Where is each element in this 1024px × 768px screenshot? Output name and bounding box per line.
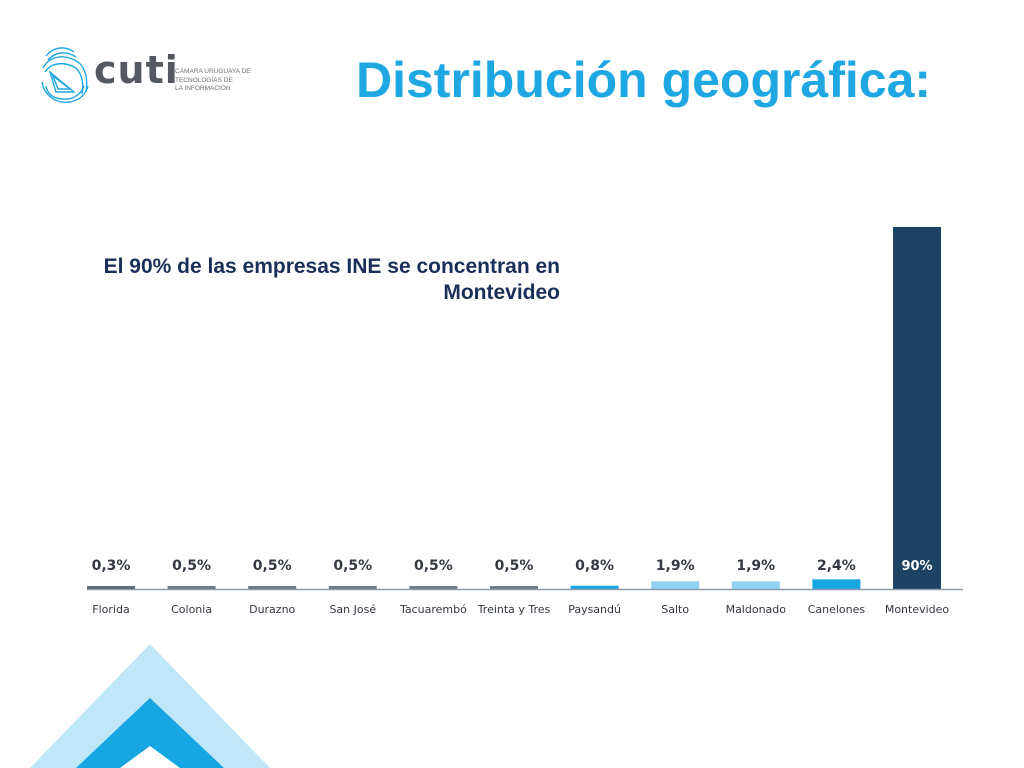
bar-florida bbox=[87, 586, 135, 589]
value-label: 1,9% bbox=[656, 558, 695, 574]
value-label: 2,4% bbox=[817, 558, 856, 574]
value-label: 0,5% bbox=[495, 558, 534, 574]
category-label: Colonia bbox=[171, 603, 212, 616]
bar-canelones bbox=[812, 579, 861, 589]
value-label: 0,5% bbox=[172, 558, 211, 574]
bar-maldonado bbox=[731, 581, 780, 589]
value-labels-group: 0,3% 0,5% 0,5% 0,5% 0,5% 0,5% 0,8% 1,9% 1,9% 2,4%… bbox=[92, 558, 933, 574]
bar-colonia bbox=[167, 586, 216, 589]
bar-paysandú bbox=[570, 585, 619, 589]
category-label: Salto bbox=[661, 603, 689, 616]
value-label: 0,8% bbox=[575, 558, 614, 574]
category-label: Florida bbox=[92, 603, 129, 616]
chart-annotation: El 90% de las empresas INE se concentran… bbox=[103, 255, 560, 304]
value-label: 0,5% bbox=[253, 558, 292, 574]
cuti-logo-mark-icon bbox=[41, 47, 89, 103]
chevron-blue-shape bbox=[76, 698, 224, 768]
value-label: 0,3% bbox=[92, 558, 131, 574]
bar-montevideo bbox=[893, 227, 941, 589]
bar-salto bbox=[651, 581, 700, 589]
value-label: 0,5% bbox=[333, 558, 372, 574]
bar-treinta-y-tres bbox=[490, 586, 538, 589]
category-label: Montevideo bbox=[885, 603, 950, 616]
bar-tacuarembó bbox=[409, 586, 458, 589]
category-label: San José bbox=[329, 603, 376, 616]
category-label: Durazno bbox=[249, 603, 295, 616]
chevron-white-shape bbox=[120, 746, 180, 768]
value-label: 0,5% bbox=[414, 558, 453, 574]
category-label: Treinta y Tres bbox=[477, 603, 551, 616]
bar-durazno bbox=[248, 586, 297, 589]
category-label: Maldonado bbox=[726, 603, 787, 616]
cuti-logo: cuti CÁMARA URUGUAYA DE TECNOLOGÍAS DE L… bbox=[40, 42, 270, 108]
value-label: 90% bbox=[901, 559, 932, 574]
category-label: Paysandú bbox=[568, 603, 621, 616]
bar-san-josé bbox=[328, 586, 377, 589]
logo-tagline: CÁMARA URUGUAYA DE TECNOLOGÍAS DE LA INF… bbox=[175, 68, 251, 92]
category-labels-group: Florida Colonia Durazno San José Tacuarembó T… bbox=[92, 603, 949, 616]
logo-wordmark: cuti bbox=[94, 48, 179, 92]
bars-group bbox=[87, 227, 941, 589]
value-label: 1,9% bbox=[736, 558, 775, 574]
category-label: Canelones bbox=[808, 603, 866, 616]
category-label: Tacuarembó bbox=[399, 603, 467, 616]
page-title: Distribución geográfica: bbox=[356, 52, 932, 108]
